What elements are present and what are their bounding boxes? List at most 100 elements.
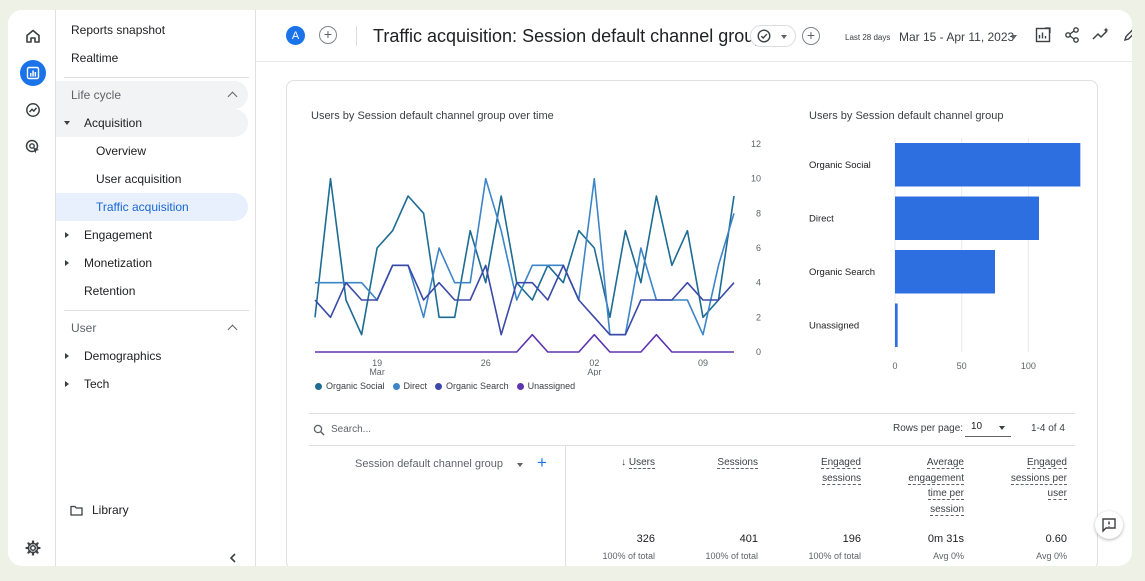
nav-monetization[interactable]: Monetization — [56, 249, 248, 277]
column-header-label: Average — [926, 457, 964, 469]
date-range-picker[interactable]: Mar 15 - Apr 11, 2023 — [899, 30, 1014, 44]
series-line-unassigned — [315, 333, 734, 353]
nav-item-label: Library — [92, 503, 129, 517]
column-total-avg_engagement: 0m 31s — [927, 533, 964, 545]
add-comparison-icon[interactable]: + — [319, 26, 337, 44]
nav-section-user[interactable]: User — [56, 314, 248, 342]
y-tick-label: 2 — [756, 312, 761, 322]
folder-icon — [70, 505, 83, 516]
app-frame: Reports snapshot Realtime Life cycle Acq… — [8, 10, 1132, 566]
column-header-label: user — [1047, 488, 1067, 500]
column-total-sub-users: 100% of total — [602, 551, 655, 561]
legend-item[interactable]: Organic Social — [315, 381, 385, 391]
line-chart-title: Users by Session default channel group o… — [311, 110, 554, 122]
table-search-input[interactable]: Search... — [331, 424, 372, 435]
bar-organic-social[interactable] — [895, 143, 1081, 187]
legend-item[interactable]: Unassigned — [516, 381, 576, 391]
legend-item[interactable]: Organic Search — [435, 381, 509, 391]
nav-tech[interactable]: Tech — [56, 370, 248, 398]
y-tick-label: 6 — [756, 243, 761, 253]
rows-dropdown-arrow-icon — [999, 426, 1005, 430]
x-tick-month: Mar — [369, 367, 385, 376]
legend-label: Unassigned — [527, 381, 576, 391]
column-header-label: Sessions — [717, 457, 758, 469]
bar-direct[interactable] — [895, 196, 1039, 241]
column-header-label: Engaged — [820, 457, 861, 469]
home-icon[interactable] — [20, 23, 46, 49]
report-status-dropdown[interactable] — [750, 25, 796, 47]
column-header-label: sessions — [822, 472, 861, 485]
comparison-avatar[interactable]: A — [286, 26, 305, 45]
reports-icon[interactable] — [20, 60, 46, 86]
nav-user-acquisition[interactable]: User acquisition — [96, 172, 182, 186]
insights-icon[interactable] — [1091, 26, 1111, 46]
chevron-up-icon — [227, 324, 238, 335]
dropdown-arrow-icon — [781, 35, 787, 39]
feedback-button[interactable] — [1095, 511, 1123, 539]
column-header-engaged_per_user[interactable]: Engaged sessions per user — [957, 455, 1067, 502]
column-header-label: session — [930, 503, 964, 516]
page-title: Traffic acquisition: Session default cha… — [373, 26, 765, 46]
caret-right-icon — [65, 232, 69, 238]
y-tick-label: 8 — [756, 208, 761, 218]
bar-unassigned[interactable] — [895, 303, 898, 348]
nav-engagement[interactable]: Engagement — [56, 221, 248, 249]
advertising-icon[interactable] — [20, 134, 46, 160]
nav-section-life-cycle[interactable]: Life cycle — [56, 81, 248, 109]
column-total-sub-engaged_sessions: 100% of total — [808, 551, 861, 561]
share-icon[interactable] — [1063, 26, 1083, 46]
date-range-label: Last 28 days — [845, 33, 891, 42]
caret-right-icon — [65, 381, 69, 387]
series-line-direct — [315, 177, 735, 336]
date-dropdown-arrow-icon[interactable] — [1011, 35, 1017, 39]
column-header-engaged_sessions[interactable]: Engaged sessions — [751, 455, 861, 486]
legend-item[interactable]: Direct — [392, 381, 427, 391]
bar-organic-search[interactable] — [895, 250, 995, 294]
column-header-avg_engagement[interactable]: Average engagement time per session — [854, 455, 964, 517]
column-separator — [565, 445, 566, 566]
line-chart-legend: Organic Social Direct Organic Search Unassi… — [315, 381, 575, 391]
settings-icon[interactable] — [20, 535, 46, 561]
series-line-organic-search — [314, 264, 735, 336]
nav-item-label: Engagement — [84, 228, 153, 242]
x-tick-label: 100 — [1021, 361, 1036, 371]
nav-section-label: User — [71, 321, 97, 335]
column-header-sessions[interactable]: Sessions — [648, 455, 758, 471]
nav-reports-snapshot[interactable]: Reports snapshot — [71, 23, 166, 37]
nav-item-label: Demographics — [84, 349, 162, 363]
date-range-value: Mar 15 - Apr 11, 2023 — [899, 30, 1015, 44]
column-total-engaged_per_user: 0.60 — [1045, 533, 1067, 545]
nav-overview[interactable]: Overview — [96, 144, 147, 158]
table-divider — [309, 413, 1075, 414]
add-dimension-icon[interactable]: + — [537, 453, 547, 472]
bar-chart-title: Users by Session default channel group — [809, 110, 1004, 122]
bar-chart: 0 50 100 Organic Social Direct Organic Search… — [809, 138, 1081, 371]
nav-demographics[interactable]: Demographics — [56, 342, 248, 370]
nav-realtime[interactable]: Realtime — [71, 51, 119, 65]
legend-dot — [516, 382, 524, 390]
dimension-header[interactable]: Session default channel group — [355, 458, 523, 470]
column-header-users[interactable]: ↓ Users — [545, 455, 655, 471]
bar-category-label: Organic Social — [809, 160, 871, 171]
column-header-label: Users — [628, 457, 655, 469]
rows-per-page-select[interactable]: 10 — [965, 419, 1011, 437]
edit-icon[interactable] — [1122, 26, 1132, 46]
y-tick-label: 0 — [756, 347, 761, 357]
collapse-nav-icon[interactable] — [228, 550, 238, 563]
column-total-sub-sessions: 100% of total — [705, 551, 758, 561]
nav-library[interactable]: Library — [56, 496, 248, 524]
nav-item-label: Monetization — [84, 256, 153, 270]
nav-acquisition[interactable]: Acquisition — [56, 109, 248, 137]
nav-divider — [64, 310, 249, 311]
side-nav: Reports snapshot Realtime Life cycle Acq… — [56, 10, 256, 566]
customize-report-icon[interactable] — [1034, 26, 1054, 46]
column-header-label: Engaged — [1026, 457, 1067, 469]
nav-retention[interactable]: Retention — [84, 284, 136, 298]
explore-icon[interactable] — [20, 97, 46, 123]
add-filter-icon[interactable]: + — [802, 27, 820, 45]
nav-traffic-acquisition[interactable]: Traffic acquisition — [56, 193, 248, 221]
series-line-organic-social — [314, 177, 735, 336]
x-tick-label: 19 — [372, 358, 382, 368]
legend-label: Organic Social — [326, 381, 385, 391]
column-header-label: time per — [927, 488, 964, 500]
